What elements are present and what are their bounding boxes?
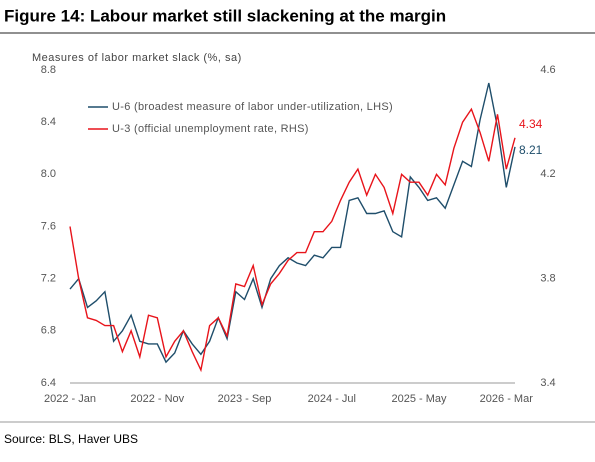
end-label: 4.34: [519, 117, 543, 131]
y2-tick-label: 4.2: [540, 168, 555, 180]
x-tick-label: 2022 - Nov: [130, 393, 184, 405]
y-tick-label: 6.8: [41, 325, 56, 337]
y-tick-label: 7.2: [41, 273, 56, 285]
series-line: [69, 82, 516, 364]
y-tick-label: 8.4: [41, 116, 56, 128]
y-tick-label: 7.6: [41, 220, 56, 232]
legend-label: U-6 (broadest measure of labor under-uti…: [112, 101, 393, 113]
x-tick-label: 2025 - May: [392, 393, 448, 405]
y-tick-label: 6.4: [41, 377, 56, 389]
x-tick-label: 2022 - Jan: [44, 393, 96, 405]
x-tick-label: 2026 - Mar: [480, 393, 534, 405]
y-tick-label: 8.0: [41, 168, 56, 180]
chart-title: Figure 14: Labour market still slackenin…: [4, 6, 446, 25]
x-tick-label: 2024 - Jul: [308, 393, 356, 405]
axis-subtitle: Measures of labor market slack (%, sa): [32, 52, 242, 64]
x-tick-label: 2023 - Sep: [218, 393, 272, 405]
y2-tick-label: 3.4: [540, 377, 555, 389]
end-label: 8.21: [519, 143, 543, 157]
y-tick-label: 8.8: [41, 64, 56, 76]
y2-tick-label: 3.8: [540, 273, 555, 285]
y2-tick-label: 4.6: [540, 64, 555, 76]
series-line: [69, 107, 516, 373]
source: Source: BLS, Haver UBS: [4, 432, 138, 446]
legend-label: U-3 (official unemployment rate, RHS): [112, 123, 309, 135]
